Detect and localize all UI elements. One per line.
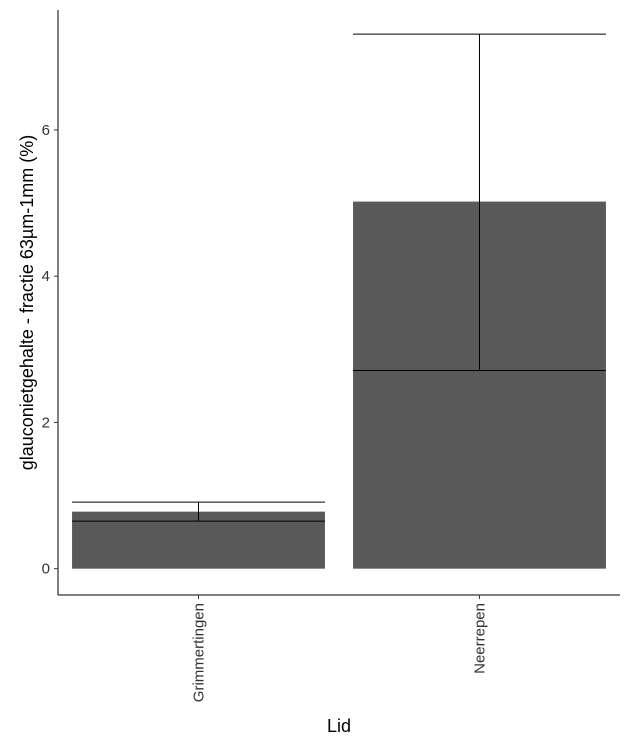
x-axis-title: Lid bbox=[327, 716, 351, 736]
error-bars-layer bbox=[72, 33, 606, 522]
x-ticks-layer: Grimmertingen Neerrepen bbox=[191, 595, 489, 702]
y-tick-label: 4 bbox=[42, 268, 50, 285]
x-tick-label-grimmertingen: Grimmertingen bbox=[191, 603, 208, 702]
error-bar-neerrepen bbox=[353, 33, 606, 372]
y-tick-label: 2 bbox=[42, 414, 50, 431]
x-tick-label-neerrepen: Neerrepen bbox=[472, 603, 489, 674]
y-tick-label: 0 bbox=[42, 561, 50, 578]
error-bar-grimmertingen bbox=[72, 501, 325, 522]
y-tick-label: 6 bbox=[42, 122, 50, 139]
y-ticks-layer: 0 2 4 6 bbox=[42, 122, 58, 578]
y-axis-title: glauconietgehalte - fractie 63µm-1mm (%) bbox=[17, 135, 37, 471]
bars-layer bbox=[72, 201, 606, 569]
